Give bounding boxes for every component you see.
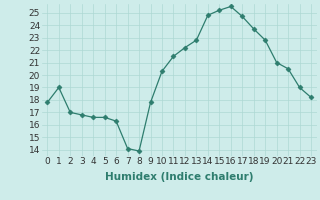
X-axis label: Humidex (Indice chaleur): Humidex (Indice chaleur) bbox=[105, 172, 253, 182]
